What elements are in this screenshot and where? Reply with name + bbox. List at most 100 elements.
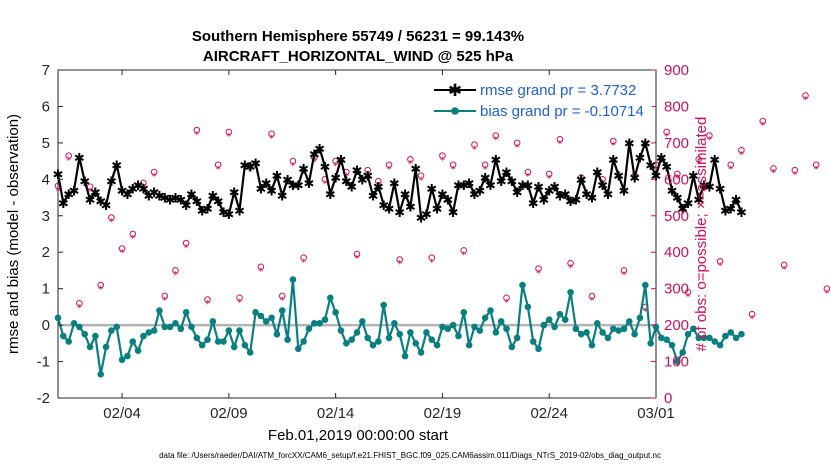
- obs-possible-marker: [695, 155, 703, 163]
- y-left-tick-label: 7: [42, 62, 50, 79]
- obs-assimilated-marker: *: [707, 135, 712, 146]
- bias-point: [316, 319, 323, 327]
- rmse-point: ✱: [432, 202, 443, 217]
- obs-possible-marker: [118, 245, 126, 252]
- rmse-point: ✱: [608, 153, 619, 168]
- bias-point: [182, 309, 190, 316]
- bias-point: [204, 336, 211, 343]
- y-right-tick-label: 100: [664, 354, 689, 371]
- rmse-point: ✱: [576, 173, 587, 188]
- rmse-point: ✱: [79, 175, 90, 190]
- bias-point: [556, 310, 564, 318]
- bias-point: [65, 338, 72, 345]
- bias-point: [332, 309, 339, 316]
- obs-assimilated-marker: *: [739, 150, 744, 161]
- rmse-point: ✱: [330, 172, 341, 187]
- bias-point: [129, 338, 137, 345]
- bias-point: [156, 307, 163, 314]
- obs-assimilated-marker: *: [547, 174, 552, 185]
- rmse-point: ✱: [693, 193, 704, 208]
- x-tick-label: 02/09: [210, 405, 248, 422]
- rmse-point: ✱: [303, 177, 314, 192]
- bias-point: [289, 276, 297, 283]
- rmse-point: ✱: [175, 193, 186, 208]
- bias-point: [428, 336, 436, 343]
- rmse-point: ✱: [549, 181, 560, 196]
- y-left-tick-label: 5: [42, 135, 50, 152]
- rmse-point: ✱: [389, 177, 400, 192]
- rmse-point: ✱: [234, 204, 245, 219]
- bias-point: [193, 334, 201, 342]
- bias-point: [722, 332, 729, 340]
- obs-possible-marker: [802, 92, 809, 99]
- bias-point: [599, 329, 606, 336]
- obs-possible-marker: [257, 263, 265, 271]
- obs-possible-marker: [193, 126, 201, 134]
- obs-assimilated-marker: *: [493, 135, 498, 146]
- rmse-point: ✱: [715, 182, 726, 197]
- obs-possible-marker: [759, 117, 767, 125]
- y-right-tick-label: 800: [664, 98, 689, 115]
- bias-point: [433, 341, 441, 349]
- rmse-point: ✱: [287, 179, 298, 194]
- rmse-point: ✱: [186, 188, 197, 203]
- bias-point: [695, 334, 703, 342]
- rmse-point: ✱: [101, 199, 112, 214]
- bias-point: [732, 334, 740, 342]
- obs-possible-marker: [716, 258, 724, 265]
- rmse-point: ✱: [474, 184, 485, 199]
- obs-possible-marker: [535, 265, 542, 272]
- obs-assimilated-marker: *: [216, 164, 221, 175]
- bias-point: [658, 334, 665, 342]
- bias-point: [134, 347, 142, 354]
- obs-assimilated-marker: *: [56, 186, 61, 197]
- obs-assimilated-marker: *: [451, 164, 456, 175]
- rmse-point: ✱: [496, 175, 507, 190]
- rmse-point: ✱: [394, 206, 405, 221]
- legend-label-bias: bias grand pr = -0.10714: [480, 103, 644, 120]
- bias-point: [647, 340, 654, 347]
- rmse-point: ✱: [586, 192, 597, 207]
- y-axis-label-left: rmse and bias (model - observation): [5, 114, 22, 354]
- obs-assimilated-marker: *: [66, 155, 71, 166]
- obs-possible-marker: [556, 135, 564, 143]
- bias-point: [631, 330, 638, 338]
- bias-point: [140, 332, 147, 340]
- bias-point: [108, 327, 115, 334]
- y-left-tick-label: 2: [42, 244, 50, 261]
- obs-assimilated-marker: *: [643, 307, 648, 318]
- bias-point: [535, 345, 542, 353]
- rmse-point: ✱: [400, 188, 411, 203]
- legend-marker-bias: [451, 107, 459, 115]
- rmse-point: ✱: [416, 212, 427, 227]
- bias-point: [593, 319, 601, 327]
- bias-point: [364, 334, 371, 342]
- rmse-point: ✱: [501, 166, 512, 181]
- rmse-point: ✱: [421, 208, 432, 223]
- rmse-point: ✱: [619, 184, 630, 199]
- x-tick-label: 02/14: [317, 405, 355, 422]
- rmse-point: ✱: [336, 153, 347, 168]
- obs-possible-marker: [449, 161, 457, 169]
- obs-possible-marker: [353, 250, 361, 258]
- obs-assimilated-marker: *: [130, 234, 135, 245]
- x-tick-label: 02/24: [530, 405, 568, 422]
- data-file-footnote: data file: /Users/raeder/DAI/ATM_forcXX/…: [159, 451, 661, 460]
- obs-possible-marker: [172, 267, 179, 274]
- obs-possible-marker: [278, 292, 286, 300]
- obs-possible-marker: [545, 170, 553, 178]
- rmse-point: ✱: [218, 206, 229, 221]
- obs-possible-marker: [481, 161, 489, 169]
- obs-possible-marker: [428, 254, 436, 261]
- obs-possible-marker: [332, 157, 339, 165]
- obs-assimilated-marker: *: [483, 164, 488, 175]
- rmse-point: ✱: [320, 161, 331, 176]
- rmse-point: ✱: [277, 190, 288, 205]
- rmse-point: ✱: [90, 186, 101, 201]
- rmse-point: ✱: [597, 179, 608, 194]
- rmse-point: ✱: [506, 175, 517, 190]
- bias-point: [353, 329, 361, 336]
- bias-point: [343, 340, 350, 347]
- bias-point: [161, 323, 169, 331]
- obs-assimilated-marker: *: [760, 121, 765, 132]
